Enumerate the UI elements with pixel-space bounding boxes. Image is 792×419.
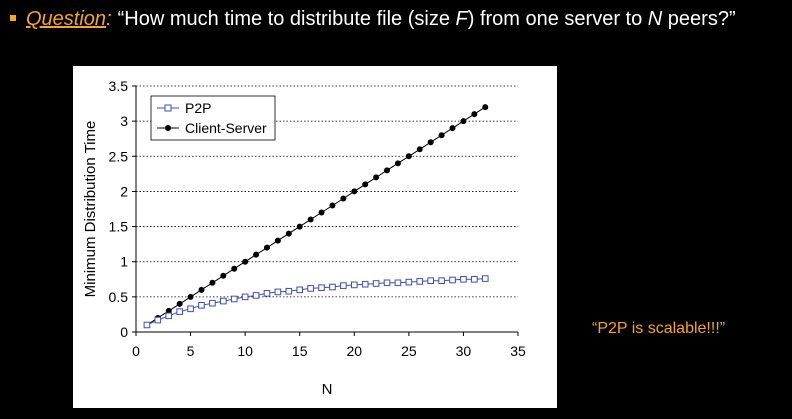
x-tick-label: 30 xyxy=(456,343,472,359)
p2p-point xyxy=(198,301,205,309)
x-tick-label: 5 xyxy=(187,343,195,359)
question-text-1: “How much time to distribute file (size xyxy=(117,8,456,30)
y-tick-label: 3 xyxy=(120,113,128,129)
p2p-point xyxy=(427,277,434,284)
p2p-point xyxy=(252,292,260,299)
p2p-point xyxy=(372,280,380,287)
y-tick-label: 1 xyxy=(120,254,128,270)
legend-label: P2P xyxy=(185,100,211,116)
x-tick-label: 35 xyxy=(510,343,526,359)
p2p-point xyxy=(241,293,249,301)
p2p-point xyxy=(187,305,194,313)
client-server-point xyxy=(340,195,347,202)
client-server-point xyxy=(263,244,270,251)
y-tick-label: 2.5 xyxy=(109,148,129,164)
p2p-point xyxy=(176,308,183,315)
client-server-point xyxy=(165,307,172,314)
p2p-point xyxy=(350,281,358,289)
question-text-2: ) from one server to xyxy=(467,8,648,30)
p2p-point xyxy=(340,282,347,289)
client-server-point xyxy=(460,118,467,125)
x-tick-label: 20 xyxy=(346,343,362,359)
p2p-point xyxy=(230,295,238,303)
client-server-point xyxy=(307,216,314,223)
client-server-point xyxy=(427,139,434,146)
p2p-point xyxy=(165,312,173,320)
client-server-point xyxy=(231,265,238,272)
client-server-point xyxy=(176,300,183,307)
client-server-point xyxy=(329,202,336,209)
p2p-point xyxy=(318,284,325,292)
p2p-point xyxy=(449,276,456,284)
client-server-point xyxy=(438,132,445,139)
p2p-point xyxy=(285,287,293,295)
p2p-series-line xyxy=(146,278,486,326)
y-tick-label: 1.5 xyxy=(109,219,129,235)
p2p-point xyxy=(383,279,391,287)
p2p-point xyxy=(263,290,271,297)
client-server-point xyxy=(362,181,369,188)
y-axis-title: Minimum Distribution Time xyxy=(82,121,99,298)
client-server-point xyxy=(394,160,401,167)
y-tick-label: 3.5 xyxy=(109,78,129,94)
bullet-icon xyxy=(10,14,16,21)
p2p-point xyxy=(416,278,424,285)
legend-marker-client-server xyxy=(165,125,171,131)
p2p-point xyxy=(296,286,304,294)
client-server-point xyxy=(449,125,456,132)
p2p-point xyxy=(438,277,445,284)
p2p-point xyxy=(154,316,162,324)
client-server-point xyxy=(373,174,380,181)
x-tick-label: 15 xyxy=(292,343,308,359)
y-tick-label: 2 xyxy=(120,183,128,199)
p2p-point xyxy=(209,299,216,307)
client-server-point xyxy=(482,104,489,111)
question-colon: : xyxy=(106,8,112,30)
legend-box xyxy=(150,95,276,141)
p2p-point xyxy=(361,280,369,288)
p2p-point xyxy=(394,279,402,287)
p2p-point xyxy=(329,283,336,291)
y-tick-label: 0.5 xyxy=(109,289,129,305)
client-server-point xyxy=(384,167,391,174)
client-server-point xyxy=(296,223,303,230)
scalable-callout: “P2P is scalable!!!” xyxy=(592,320,726,337)
client-server-point xyxy=(285,230,292,237)
client-server-point xyxy=(198,286,205,293)
x-axis-title: N xyxy=(322,381,333,398)
y-tick-label: 0 xyxy=(120,324,128,340)
question-var-n: N xyxy=(647,8,663,30)
question-text-3: peers?” xyxy=(662,8,736,30)
p2p-point xyxy=(471,275,478,283)
p2p-point xyxy=(460,275,467,283)
question-label: Question xyxy=(26,8,107,30)
client-server-point xyxy=(209,279,216,286)
client-server-point xyxy=(220,272,227,279)
question-line: Question: “How much time to distribute fi… xyxy=(10,8,790,31)
p2p-point xyxy=(220,297,227,305)
client-server-point xyxy=(187,293,194,300)
p2p-point xyxy=(481,275,489,282)
client-server-point xyxy=(416,146,423,153)
legend-marker-p2p xyxy=(164,104,172,112)
client-server-point xyxy=(274,237,281,244)
client-server-point xyxy=(318,209,325,216)
p2p-point xyxy=(307,285,314,292)
client-server-point xyxy=(242,258,249,265)
x-tick-label: 25 xyxy=(401,343,417,359)
question-var-f: F xyxy=(455,8,468,30)
chart-panel: 0 0.5 1 1.5 2 2.5 3 3.5 0 5 10 15 20 25 30 35 N Minimum D… xyxy=(73,66,557,408)
x-tick-label: 10 xyxy=(237,343,253,359)
legend-label: Client-Server xyxy=(185,120,267,136)
p2p-point xyxy=(274,288,282,296)
client-server-point xyxy=(253,251,260,258)
distribution-time-chart: 0 0.5 1 1.5 2 2.5 3 3.5 0 5 10 15 20 25 30 35 N Minimum D… xyxy=(82,78,526,398)
p2p-point xyxy=(405,278,413,286)
client-server-point xyxy=(351,188,358,195)
x-tick-label: 0 xyxy=(132,343,140,359)
p2p-point xyxy=(143,321,151,329)
client-server-point xyxy=(471,111,478,118)
client-server-point xyxy=(405,153,412,160)
